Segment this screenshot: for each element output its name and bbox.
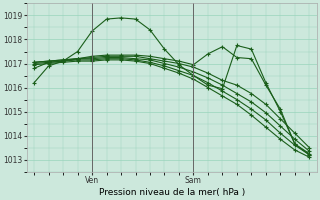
X-axis label: Pression niveau de la mer( hPa ): Pression niveau de la mer( hPa )	[99, 188, 245, 197]
